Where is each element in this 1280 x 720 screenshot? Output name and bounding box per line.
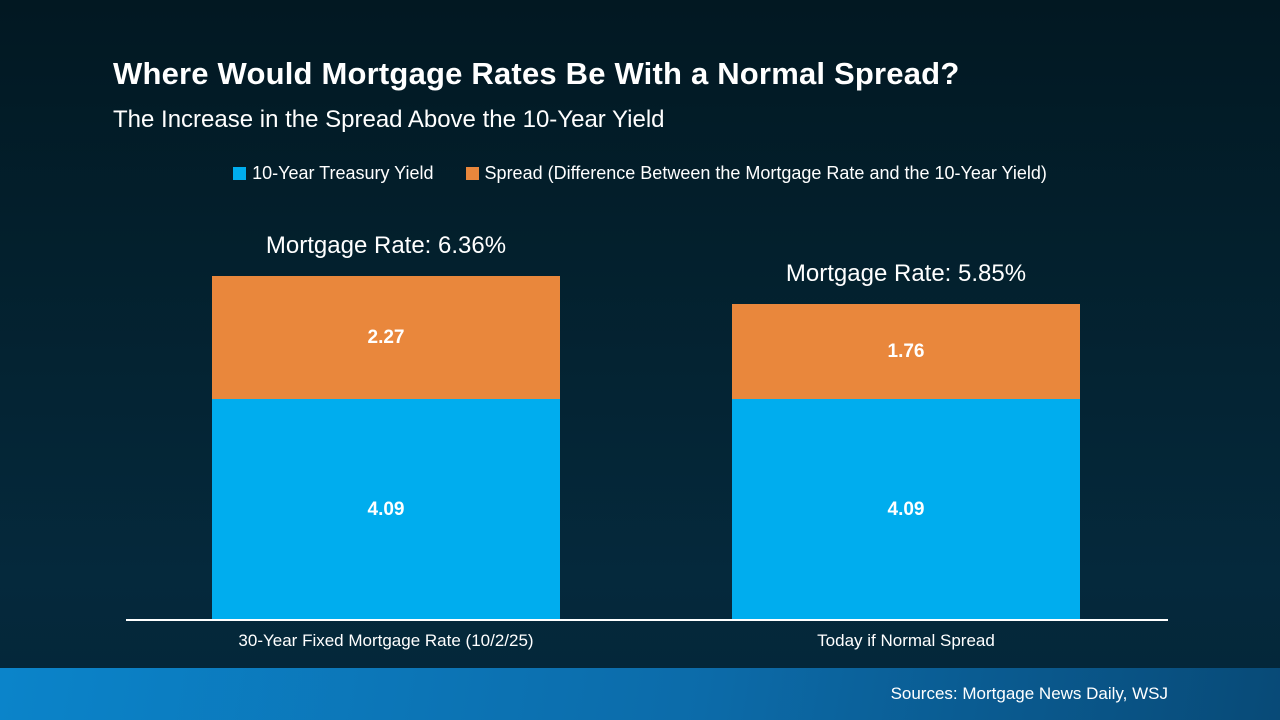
page-title: Where Would Mortgage Rates Be With a Nor… [113, 56, 960, 91]
legend-label-spread: Spread (Difference Between the Mortgage … [484, 163, 1047, 183]
legend-item-spread: Spread (Difference Between the Mortgage … [465, 163, 1047, 184]
sources-text: Sources: Mortgage News Daily, WSJ [890, 684, 1168, 703]
footer-bar: Sources: Mortgage News Daily, WSJ [0, 668, 1280, 720]
spread-value: 1.76 [887, 340, 925, 362]
page-subtitle: The Increase in the Spread Above the 10-… [113, 106, 665, 133]
total-rate-label: Mortgage Rate: 6.36% [265, 232, 507, 259]
legend-label-treasury: 10-Year Treasury Yield [252, 163, 434, 183]
treasury-segment: 4.09 [212, 399, 560, 620]
treasury-swatch-icon [233, 167, 247, 180]
treasury-value: 4.09 [367, 498, 405, 520]
chart-legend: 10-Year Treasury Yield Spread (Differenc… [0, 163, 1280, 184]
spread-value: 2.27 [367, 326, 405, 348]
bar-current-mortgage: 2.27 4.09 [212, 276, 560, 620]
treasury-value: 4.09 [887, 498, 925, 520]
legend-item-treasury: 10-Year Treasury Yield [233, 163, 434, 184]
bar-normal-spread: 1.76 4.09 [732, 304, 1080, 620]
spread-swatch-icon [465, 167, 479, 180]
x-axis-label-normal: Today if Normal Spread [817, 631, 995, 650]
x-axis-label-current: 30-Year Fixed Mortgage Rate (10/2/25) [238, 631, 534, 650]
x-axis-line [126, 619, 1168, 621]
spread-segment: 1.76 [732, 304, 1080, 399]
treasury-segment: 4.09 [732, 399, 1080, 620]
total-rate-label: Mortgage Rate: 5.85% [785, 260, 1027, 287]
spread-segment: 2.27 [212, 276, 560, 399]
